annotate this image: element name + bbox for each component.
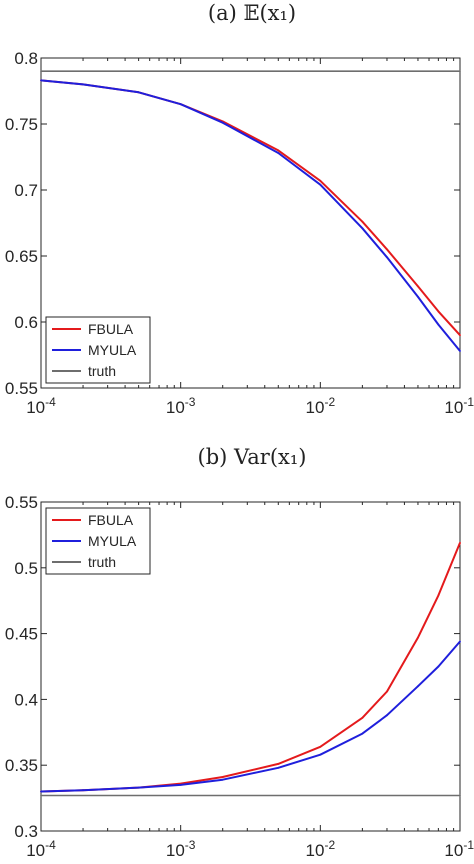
panel-a-point-fbula — [277, 149, 280, 152]
panel-b-point-fbula — [361, 716, 364, 719]
panel-a-point-myula — [417, 296, 419, 298]
panel-a-point-truth — [459, 70, 461, 73]
panel-b-point-fbula — [277, 763, 280, 765]
panel-b-legend-label: FBULA — [88, 512, 134, 528]
panel-b-y-tick-label: 0.35 — [5, 756, 38, 775]
panel-a-point-myula — [459, 350, 461, 352]
panel-b-point-myula — [277, 766, 280, 769]
panel-b-point-fbula — [437, 594, 440, 597]
panel-a-point-myula — [319, 183, 322, 186]
panel-b-point-myula — [386, 714, 388, 717]
panel-b-point-myula — [137, 786, 140, 789]
panel-b-point-myula — [179, 784, 182, 786]
panel-b-y-tick-label: 0.5 — [14, 559, 38, 578]
panel-b-point-myula — [221, 778, 224, 781]
panel-a-y-tick-label: 0.6 — [14, 313, 38, 332]
panel-a-x-tick-label: 10-2 — [306, 395, 336, 417]
panel-b-point-truth — [459, 794, 461, 797]
panel-b-y-tick-label: 0.45 — [5, 625, 38, 644]
panel-a-point-truth — [40, 70, 42, 73]
panel-b-point-fbula — [221, 776, 224, 778]
panel-b-y-tick-label: 0.3 — [14, 822, 38, 841]
panel-b: 10-4 10-3 10-2 10-1 0.3 0.35 0.4 0.45 0.5 0.55 FBU… — [5, 493, 474, 860]
panel-b-point-myula — [361, 732, 364, 735]
panel-a-legend: FBULA MYULA truth — [45, 316, 151, 384]
panel-a-point-fbula — [459, 334, 461, 337]
panel-b-x-tick-label: 10-1 — [444, 838, 474, 860]
panel-a-point-fbula — [386, 248, 388, 251]
panel-a-point-myula — [277, 152, 280, 154]
panel-a-y-tick-label: 0.55 — [5, 379, 38, 398]
panel-a-title: (a) 𝔼(x₁) — [208, 1, 296, 25]
panel-b-point-fbula — [459, 541, 461, 544]
panel-b-y-tick-label: 0.4 — [14, 690, 38, 709]
panel-b-y-tick-label: 0.55 — [5, 493, 38, 512]
panel-a-legend-label: truth — [88, 363, 116, 379]
panel-a-point-myula — [40, 79, 42, 82]
panel-b-x-tick-label: 10-2 — [306, 838, 336, 860]
panel-b-point-myula — [40, 790, 42, 793]
panel-b-point-fbula — [386, 690, 388, 693]
panel-b-legend: FBULA MYULA truth — [45, 507, 151, 575]
panel-a-y-tick-label: 0.65 — [5, 247, 38, 266]
panel-a-point-fbula — [319, 179, 322, 182]
panel-a-legend-label: MYULA — [88, 342, 137, 358]
panel-b-point-myula — [459, 640, 461, 643]
panel-a-y-tick-label: 0.75 — [5, 115, 38, 134]
panel-a-point-fbula — [437, 310, 440, 313]
panel-b-x-tick-label: 10-4 — [26, 838, 56, 860]
panel-b-x-tick-label: 10-3 — [166, 838, 196, 860]
panel-b-point-fbula — [319, 745, 322, 748]
panel-a-x-tick-label: 10-1 — [444, 395, 474, 417]
panel-b-legend-label: truth — [88, 554, 116, 570]
panel-b-point-truth — [40, 794, 42, 797]
panel-a-point-myula — [179, 103, 182, 106]
panel-a-point-myula — [361, 227, 364, 230]
panel-a-y-tick-label: 0.8 — [14, 49, 38, 68]
panel-a-x-tick-label: 10-4 — [26, 395, 56, 417]
panel-b-point-fbula — [417, 636, 419, 639]
panel-a-line-fbula — [40, 79, 461, 336]
panel-b-legend-label: MYULA — [88, 533, 137, 549]
panel-a-y-tick-label: 0.7 — [14, 181, 38, 200]
panel-a-point-fbula — [361, 220, 364, 223]
panel-b-title: (b) Var(x₁) — [198, 445, 307, 469]
panel-a-point-myula — [82, 83, 84, 86]
panel-a-point-fbula — [417, 285, 419, 288]
panel-a: 10-4 10-3 10-2 10-1 0.55 0.6 0.65 0.7 0.75 0.8 FBU… — [5, 49, 474, 417]
panel-b-axes-box — [40, 501, 461, 832]
panel-b-line-fbula — [40, 542, 461, 793]
panel-a-point-myula — [221, 121, 224, 124]
panel-b-point-myula — [437, 665, 440, 668]
panel-a-line-myula — [40, 79, 461, 352]
panel-a-point-myula — [437, 323, 440, 326]
panel-a-point-myula — [137, 91, 140, 94]
panel-a-axes-box — [40, 57, 461, 389]
panel-b-line-myula — [40, 640, 461, 793]
panel-b-point-myula — [82, 789, 84, 792]
panel-a-legend-label: FBULA — [88, 321, 134, 337]
panel-b-point-myula — [417, 685, 419, 688]
panel-b-point-myula — [319, 753, 322, 756]
panel-a-x-tick-label: 10-3 — [166, 395, 196, 417]
panel-a-point-myula — [386, 256, 388, 259]
